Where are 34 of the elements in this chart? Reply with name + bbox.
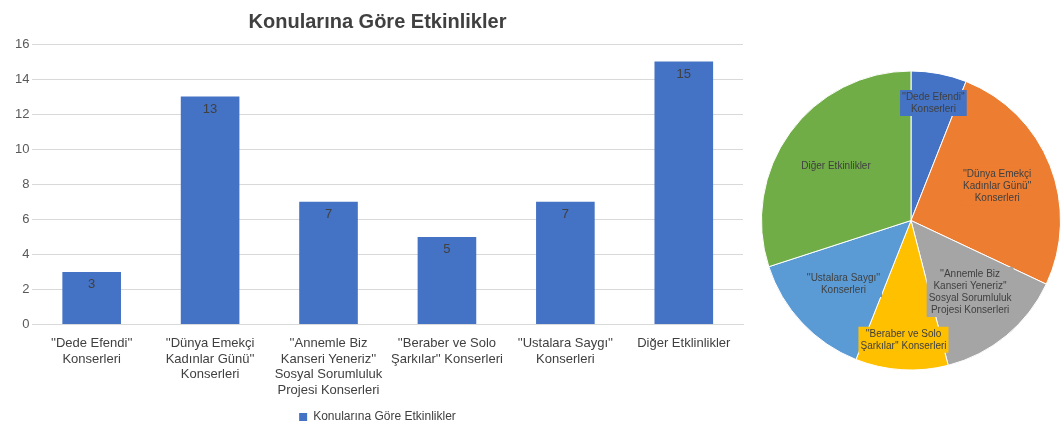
bar (654, 61, 714, 325)
bar (536, 201, 595, 325)
data-label: 15 (676, 65, 692, 81)
legend-label: Konularına Göre Etkinlikler (313, 409, 456, 424)
data-label: 7 (324, 205, 333, 221)
y-tick-label: 14 (14, 70, 30, 86)
y-tick-label: 4 (22, 246, 30, 262)
bar (180, 96, 240, 325)
x-tick-label: ''Annemle Biz Kanseri Yeneriz'' Sosyal Sorumluluk Projesi Konserleri (274, 334, 383, 397)
x-tick-label: Diğer Etklinlikler (637, 334, 732, 350)
x-tick-label: ''Dede Efendi'' Konserleri (50, 334, 133, 366)
slice-label: ''Dede Efendi'' Konserleri (902, 90, 965, 114)
x-tick-label: ''Ustalara Saygı'' Konserleri (517, 334, 613, 366)
data-label: 3 (88, 276, 96, 292)
data-label: 7 (561, 205, 569, 221)
data-label: 5 (443, 240, 451, 256)
bar (62, 271, 121, 325)
y-tick-label: 10 (14, 140, 30, 156)
x-tick-label: ''Beraber ve Solo Şarkılar'' Konserleri (391, 334, 503, 366)
y-tick-label: 16 (14, 35, 30, 51)
slice-label: ''Ustalara Saygı'' Konserleri (806, 271, 881, 295)
y-tick-label: 2 (22, 281, 30, 297)
slice-label: ''Dünya Emekçi Kadınlar Günü'' Konserleri (963, 168, 1032, 204)
x-tick-label: ''Dünya Emekçi Kadınlar Günü'' Konserleri (165, 334, 255, 382)
y-tick-label: 6 (22, 210, 30, 226)
y-tick-label: 12 (14, 105, 30, 121)
y-tick-label: 8 (22, 175, 30, 191)
bar (299, 201, 358, 325)
slice-label: ''Annemle Biz Kanseri Yeneriz'' Sosyal Sorumluluk Projesi Konserleri (928, 267, 1013, 315)
data-label: 13 (202, 100, 218, 116)
chart-title: Konularına Göre Etkinlikler (248, 9, 507, 32)
slice-label: Diğer Etkinlikler (801, 159, 872, 171)
y-tick-label: 0 (22, 316, 30, 332)
bar (417, 236, 477, 325)
